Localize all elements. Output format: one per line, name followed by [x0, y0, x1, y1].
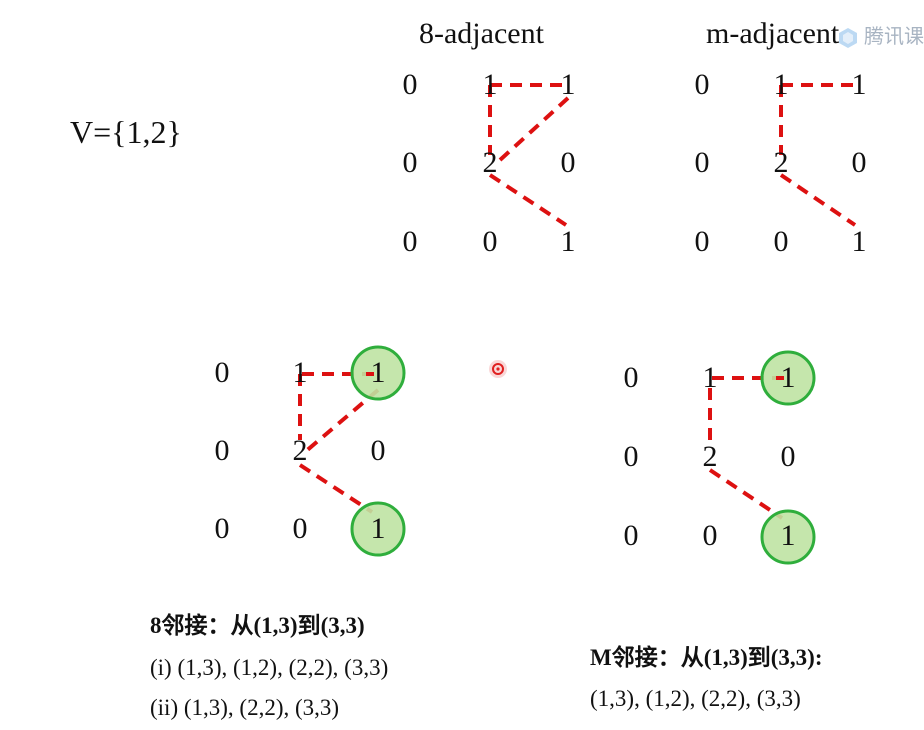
grid-cell: 1: [851, 68, 867, 101]
caption-8-adjacent-path-ii: (ii) (1,3), (2,2), (3,3): [150, 695, 340, 720]
grid-cell: 0: [402, 146, 418, 179]
grid-cell: 0: [623, 519, 639, 552]
watermark-logo-icon: [839, 27, 857, 48]
grid-cell: 0: [482, 225, 498, 258]
grid-cell: 0: [694, 68, 710, 101]
grid-cell: 0: [370, 434, 386, 467]
caption-m-adjacent-title: M邻接：从(1,3)到(3,3):: [590, 645, 823, 670]
watermark: 腾讯课: [836, 20, 924, 50]
grid-cell: 0: [780, 440, 796, 473]
grid-cell: 0: [694, 225, 710, 258]
grid-cell: 0: [560, 146, 576, 179]
highlight-circle-bl-end: [350, 501, 406, 557]
edge-tr-2-2-to-3-3: [779, 173, 857, 227]
edge-tl-2-2-to-3-3: [488, 173, 568, 227]
grid-cell: 2: [292, 434, 308, 467]
set-label: V={1,2}: [70, 114, 182, 150]
grid-cell: 0: [402, 225, 418, 258]
caption-8-adjacent-path-i: (i) (1,3), (1,2), (2,2), (3,3): [150, 655, 389, 680]
highlight-circle-bl-start: [350, 345, 406, 401]
grid-cell: 1: [702, 361, 718, 394]
grid-cell: 0: [292, 512, 308, 545]
grid-cell: 1: [780, 361, 796, 394]
edge-bl-2-2-to-3-3: [298, 463, 374, 514]
grid-cell: 1: [773, 68, 789, 101]
grid-cell: 1: [780, 519, 796, 552]
heading-8-adjacent: 8-adjacent: [419, 17, 544, 50]
grid-cell: 1: [560, 225, 576, 258]
edge-br-2-2-to-3-3: [708, 468, 784, 520]
grid-cell: 0: [214, 434, 230, 467]
caption-m-adjacent-path: (1,3), (1,2), (2,2), (3,3): [590, 686, 801, 711]
grid-cell: 0: [773, 225, 789, 258]
grid-cell: 2: [773, 146, 789, 179]
grid-cell: 0: [623, 440, 639, 473]
grid-cell: 0: [214, 356, 230, 389]
grid-cell: 0: [402, 68, 418, 101]
grid-cell: 1: [482, 68, 498, 101]
grid-cell: 0: [702, 519, 718, 552]
pointer-dot-icon: [489, 360, 507, 378]
heading-m-adjacent: m-adjacent: [706, 17, 840, 50]
grid-cell: 0: [214, 512, 230, 545]
grid-cell: 1: [370, 356, 386, 389]
grid-cell: 1: [370, 512, 386, 545]
edge-tl-1-3-to-2-2: [498, 96, 570, 162]
grid-cell: 0: [851, 146, 867, 179]
grid-cell: 1: [292, 356, 308, 389]
watermark-text: 腾讯课: [864, 24, 924, 48]
grid-cell: 0: [623, 361, 639, 394]
edge-bl-1-3-to-2-2: [303, 388, 380, 454]
highlight-circle-br-end: [760, 509, 816, 565]
caption-8-adjacent-title: 8邻接：从(1,3)到(3,3): [150, 613, 365, 638]
grid-cell: 0: [694, 146, 710, 179]
grid-cell: 1: [560, 68, 576, 101]
grid-cell: 2: [482, 146, 498, 179]
highlight-circle-br-start: [760, 350, 816, 406]
grid-cell: 2: [702, 440, 718, 473]
grid-cell: 1: [851, 225, 867, 258]
